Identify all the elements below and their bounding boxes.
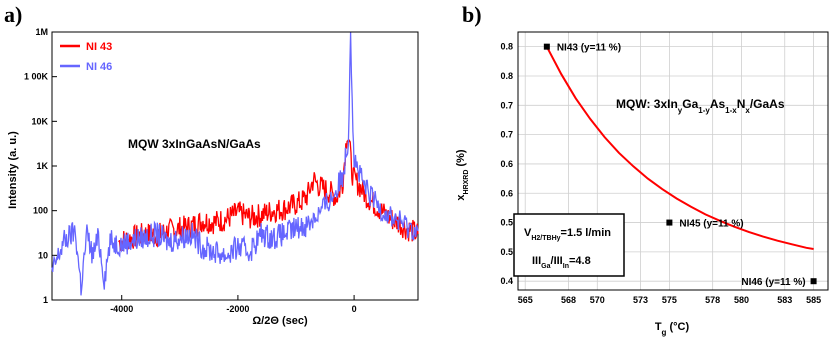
chart-b-xtick-label: 568 xyxy=(561,295,576,305)
chart-b-ytick-label: 0.4 xyxy=(500,276,513,286)
legend-label-ni43: NI 43 xyxy=(86,41,112,53)
chart-b-ylabel: xHRXRD (%) xyxy=(455,149,470,201)
series-line-ni46 xyxy=(51,32,419,296)
chart-b-ytick-label: 0.5 xyxy=(500,247,513,257)
xrd-chart: 1 10 100 1K 10K 1 00K 1M -4000 -2000 0 NI 43 NI 4… xyxy=(7,27,419,327)
conditions-flow: VH2/TBHy=1.5 l/min xyxy=(524,227,611,242)
chart-a-ytick-label: 1K xyxy=(36,161,48,171)
chart-b-annotation: MQW: 3xInyGa1-yAs1-xNx/GaAs xyxy=(616,97,785,115)
chart-a-ytick-label: 1 xyxy=(43,295,48,305)
fit-curve xyxy=(545,46,814,250)
chart-b-frame xyxy=(517,31,829,291)
chart-a-annotation: MQW 3xInGaAsN/GaAs xyxy=(128,137,261,151)
point-label: NI46 (y=11 %) xyxy=(741,277,805,288)
chart-b-ytick-label: 0.7 xyxy=(500,100,513,110)
chart-a-ytick-label: 1 00K xyxy=(24,72,49,82)
chart-b-ytick-label: 0.8 xyxy=(500,42,513,52)
chart-a-xlabel: Ω/2Θ (sec) xyxy=(252,315,308,327)
chart-a-xtick-label: 0 xyxy=(352,304,357,314)
point-label: NI45 (y=11 %) xyxy=(679,219,743,230)
chart-b-xtick-label: 583 xyxy=(777,295,792,305)
data-point xyxy=(666,219,673,226)
panel-label-a: a) xyxy=(4,2,23,27)
chart-a-xtick-label: -2000 xyxy=(226,304,249,314)
data-point xyxy=(543,43,550,50)
composition-chart: 0.4 0.5 0.5 0.6 0.6 0.7 0.7 0.8 0.8 565 568 570 573 5… xyxy=(455,31,829,337)
chart-a-ylabel: Intensity (a. u.) xyxy=(7,131,19,209)
legend-label-ni46: NI 46 xyxy=(86,61,112,73)
panel-label-b: b) xyxy=(462,2,482,27)
chart-b-ytick-label: 0.5 xyxy=(500,218,513,228)
chart-a-ytick-label: 10K xyxy=(31,116,48,126)
conditions-box xyxy=(513,213,625,277)
chart-b-ytick-label: 0.8 xyxy=(500,71,513,81)
chart-b-xtick-label: 573 xyxy=(633,295,648,305)
chart-a-ytick-label: 1M xyxy=(35,27,48,37)
chart-b-xtick-label: 580 xyxy=(734,295,749,305)
chart-a-xtick-label: -4000 xyxy=(110,304,133,314)
chart-b-xtick-label: 570 xyxy=(590,295,605,305)
chart-b-xtick-label: 585 xyxy=(806,295,821,305)
chart-b-xtick-label: 575 xyxy=(662,295,677,305)
chart-b-ytick-label: 0.6 xyxy=(500,188,513,198)
point-label: NI43 (y=11 %) xyxy=(557,43,621,54)
conditions-ratio: IIIGa/IIIIn=4.8 xyxy=(532,255,591,270)
chart-b-xlabel: Tg (°C) xyxy=(655,321,690,337)
chart-a-ytick-label: 100 xyxy=(33,206,48,216)
chart-b-xtick-label: 578 xyxy=(705,295,720,305)
data-point xyxy=(810,278,817,285)
chart-b-ytick-label: 0.7 xyxy=(500,130,513,140)
chart-b-xtick-label: 565 xyxy=(518,295,533,305)
chart-a-ytick-label: 10 xyxy=(38,250,48,260)
chart-b-ytick-label: 0.6 xyxy=(500,159,513,169)
